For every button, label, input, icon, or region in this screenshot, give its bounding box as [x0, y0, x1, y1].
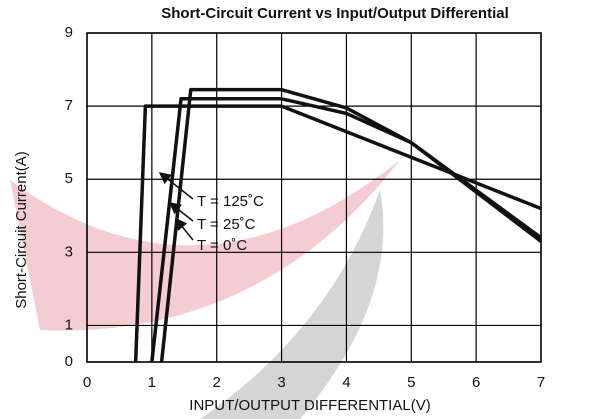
y-tick-label: 3 [65, 243, 73, 260]
x-tick-label: 1 [148, 374, 156, 391]
x-tick-label: 5 [407, 374, 415, 391]
x-axis-label: INPUT/OUTPUT DIFFERENTIAL(V) [189, 397, 430, 414]
y-tick-label: 0 [65, 353, 73, 370]
y-tick-label: 7 [65, 97, 73, 114]
y-tick-label: 5 [65, 170, 73, 187]
y-axis-label: Short-Circuit Current(A) [13, 151, 30, 309]
x-tick-label: 0 [83, 374, 91, 391]
x-tick-label: 3 [277, 374, 285, 391]
y-tick-label: 1 [65, 316, 73, 333]
x-tick-label: 4 [342, 374, 350, 391]
series-label: T = 0˚C [197, 237, 247, 254]
x-tick-label: 2 [213, 374, 221, 391]
y-tick-label: 9 [65, 24, 73, 41]
series-label: T = 25˚C [197, 216, 256, 233]
chart-title: Short-Circuit Current vs Input/Output Di… [161, 5, 509, 22]
chart: Short-Circuit Current vs Input/Output Di… [0, 0, 596, 419]
x-tick-label: 7 [537, 374, 545, 391]
x-tick-label: 6 [472, 374, 480, 391]
series-label: T = 125˚C [197, 193, 264, 210]
